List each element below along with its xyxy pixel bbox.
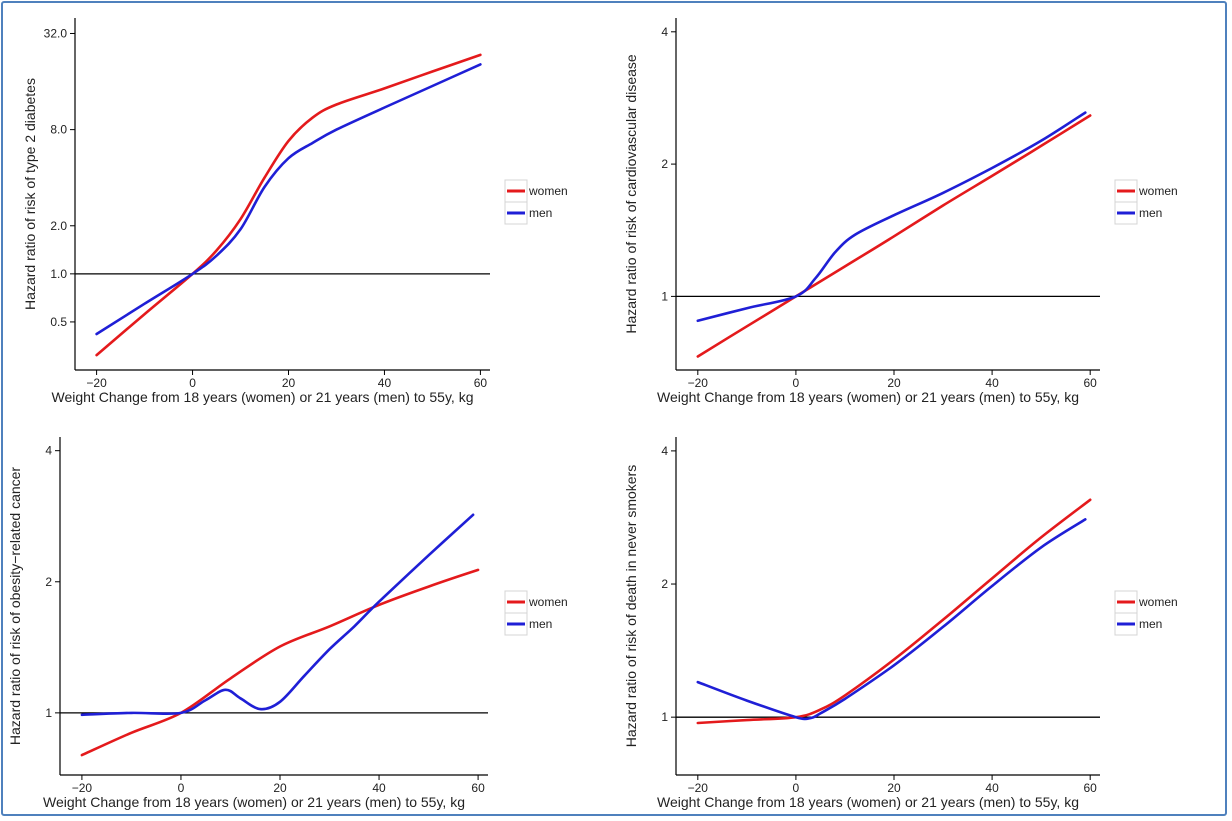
chart-panel-1: −20 0 20 40 60 0.5 1.0 2.0 8.0 32.0 Weight Change … [22,18,568,405]
legend-label-men: men [1139,206,1162,220]
x-tick-label: 0 [189,376,196,390]
series-line-women [696,498,1092,725]
chart-panel-3: −20 0 20 40 60 1 2 4 Weight Change from 18 years… [7,437,568,810]
x-tick-label: −20 [688,781,709,795]
y-tick-label: 2 [661,577,668,591]
x-tick-label: −20 [72,781,93,795]
x-tick-label: 0 [793,781,800,795]
x-tick-label: −20 [688,376,709,390]
series-line-men [95,63,482,336]
y-axis-label: Hazard ratio of risk of type 2 diabetes [22,78,38,310]
y-tick-label: 32.0 [44,26,68,40]
x-tick-label: 0 [178,781,185,795]
y-tick-label: 8.0 [50,123,67,137]
series-line-men [696,518,1087,721]
legend: women men [504,590,568,636]
x-tick-label: 20 [887,781,901,795]
x-tick-label: 40 [372,781,386,795]
x-tick-label: 60 [1084,781,1098,795]
chart-panel-4: −20 0 20 40 60 1 2 4 Weight Change from 18 years… [623,437,1178,810]
legend: women men [1114,179,1178,225]
x-tick-label: 40 [985,376,999,390]
x-axis-label: Weight Change from 18 years (women) or 2… [657,389,1079,405]
legend: women men [504,179,568,225]
x-tick-label: 40 [985,781,999,795]
series-line-men [696,111,1087,323]
x-tick-label: 0 [793,376,800,390]
y-tick-label: 1.0 [50,267,67,281]
y-tick-label: 2 [661,157,668,171]
y-tick-label: 2 [45,575,52,589]
y-tick-label: 1 [45,706,52,720]
legend-label-men: men [529,617,552,631]
x-tick-label: −20 [86,376,107,390]
series-line-women [80,568,480,757]
x-tick-label: 60 [1084,376,1098,390]
y-tick-label: 4 [661,25,668,39]
legend-label-men: men [1139,617,1162,631]
series-line-men [80,513,475,717]
y-tick-label: 0.5 [50,315,67,329]
chart-panel-2: −20 0 20 40 60 1 2 4 Weight Change from 18 years… [623,18,1178,405]
x-tick-label: 40 [378,376,392,390]
x-axis-label: Weight Change from 18 years (women) or 2… [43,794,465,810]
y-tick-label: 1 [661,289,668,303]
y-axis-label: Hazard ratio of risk of death in never s… [623,465,639,747]
x-axis-label: Weight Change from 18 years (women) or 2… [657,794,1079,810]
x-tick-label: 20 [887,376,901,390]
x-axis-label: Weight Change from 18 years (women) or 2… [52,389,474,405]
y-axis-label: Hazard ratio of risk of obesity−related … [7,467,23,746]
y-tick-label: 4 [45,444,52,458]
y-tick-label: 2.0 [50,219,67,233]
legend-label-women: women [1138,184,1178,198]
y-tick-label: 4 [661,444,668,458]
legend-label-women: women [528,184,568,198]
x-tick-label: 60 [474,376,488,390]
x-tick-label: 20 [282,376,296,390]
x-tick-label: 60 [471,781,485,795]
y-tick-label: 1 [661,710,668,724]
series-line-women [696,114,1092,358]
series-line-women [95,53,482,357]
legend: women men [1114,590,1178,636]
legend-label-men: men [529,206,552,220]
legend-label-women: women [528,595,568,609]
legend-label-women: women [1138,595,1178,609]
y-axis-label: Hazard ratio of risk of cardiovascular d… [623,54,639,334]
x-tick-label: 20 [273,781,287,795]
